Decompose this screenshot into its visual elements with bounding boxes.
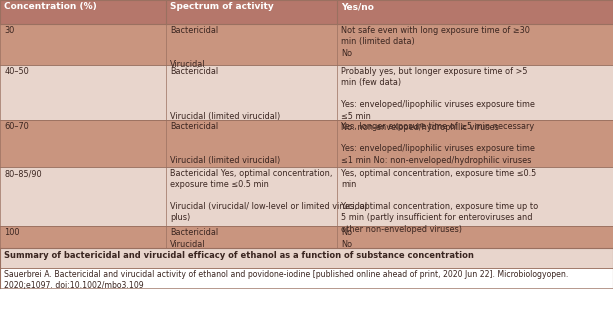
Text: 40–50: 40–50 xyxy=(4,67,29,76)
Bar xyxy=(166,226,337,248)
Bar xyxy=(0,24,166,65)
Text: Bactericidal



Virucidal (limited virucidal): Bactericidal Virucidal (limited virucida… xyxy=(170,67,280,121)
Bar xyxy=(337,65,613,120)
Text: Yes, optimal concentration, exposure time ≤0.5
min

Yes, optimal concentration, : Yes, optimal concentration, exposure tim… xyxy=(341,169,539,233)
Text: Yes/no: Yes/no xyxy=(341,2,375,11)
Bar xyxy=(0,167,166,226)
Bar xyxy=(0,268,613,288)
Text: Concentration (%): Concentration (%) xyxy=(4,2,97,11)
Bar xyxy=(337,24,613,65)
Text: Sauerbrei A. Bactericidal and virucidal activity of ethanol and povidone-iodine : Sauerbrei A. Bactericidal and virucidal … xyxy=(4,270,569,290)
Text: Yes, longer exposure time of ≥5 min necessary

Yes: enveloped/lipophilic viruses: Yes, longer exposure time of ≥5 min nece… xyxy=(341,122,535,165)
Text: Bactericidal


Virucidal (limited virucidal): Bactericidal Virucidal (limited virucida… xyxy=(170,122,280,165)
Bar xyxy=(166,120,337,167)
Bar xyxy=(337,226,613,248)
Bar xyxy=(166,65,337,120)
Bar xyxy=(337,0,613,24)
Bar xyxy=(0,0,166,24)
Bar xyxy=(166,24,337,65)
Text: 60–70: 60–70 xyxy=(4,122,29,131)
Text: Spectrum of activity: Spectrum of activity xyxy=(170,2,273,11)
Bar xyxy=(166,0,337,24)
Text: Bactericidal


Virucidal: Bactericidal Virucidal xyxy=(170,26,218,69)
Text: 30: 30 xyxy=(4,26,15,35)
Text: 80–85/90: 80–85/90 xyxy=(4,169,42,178)
Bar xyxy=(0,120,166,167)
Bar xyxy=(337,120,613,167)
Text: Bactericidal
Virucidal: Bactericidal Virucidal xyxy=(170,228,218,248)
Text: 100: 100 xyxy=(4,228,20,237)
Bar xyxy=(0,226,166,248)
Bar xyxy=(0,248,613,268)
Bar xyxy=(0,65,166,120)
Text: Not safe even with long exposure time of ≥30
min (limited data)
No: Not safe even with long exposure time of… xyxy=(341,26,530,57)
Bar xyxy=(166,167,337,226)
Text: Bactericidal Yes, optimal concentration,
exposure time ≤0.5 min

Virucidal (viru: Bactericidal Yes, optimal concentration,… xyxy=(170,169,367,222)
Text: Summary of bactericidal and virucidal efficacy of ethanol as a function of subst: Summary of bactericidal and virucidal ef… xyxy=(4,250,474,260)
Text: Probably yes, but longer exposure time of >5
min (few data)

Yes: enveloped/lipo: Probably yes, but longer exposure time o… xyxy=(341,67,535,132)
Bar xyxy=(337,167,613,226)
Text: No
No: No No xyxy=(341,228,352,248)
